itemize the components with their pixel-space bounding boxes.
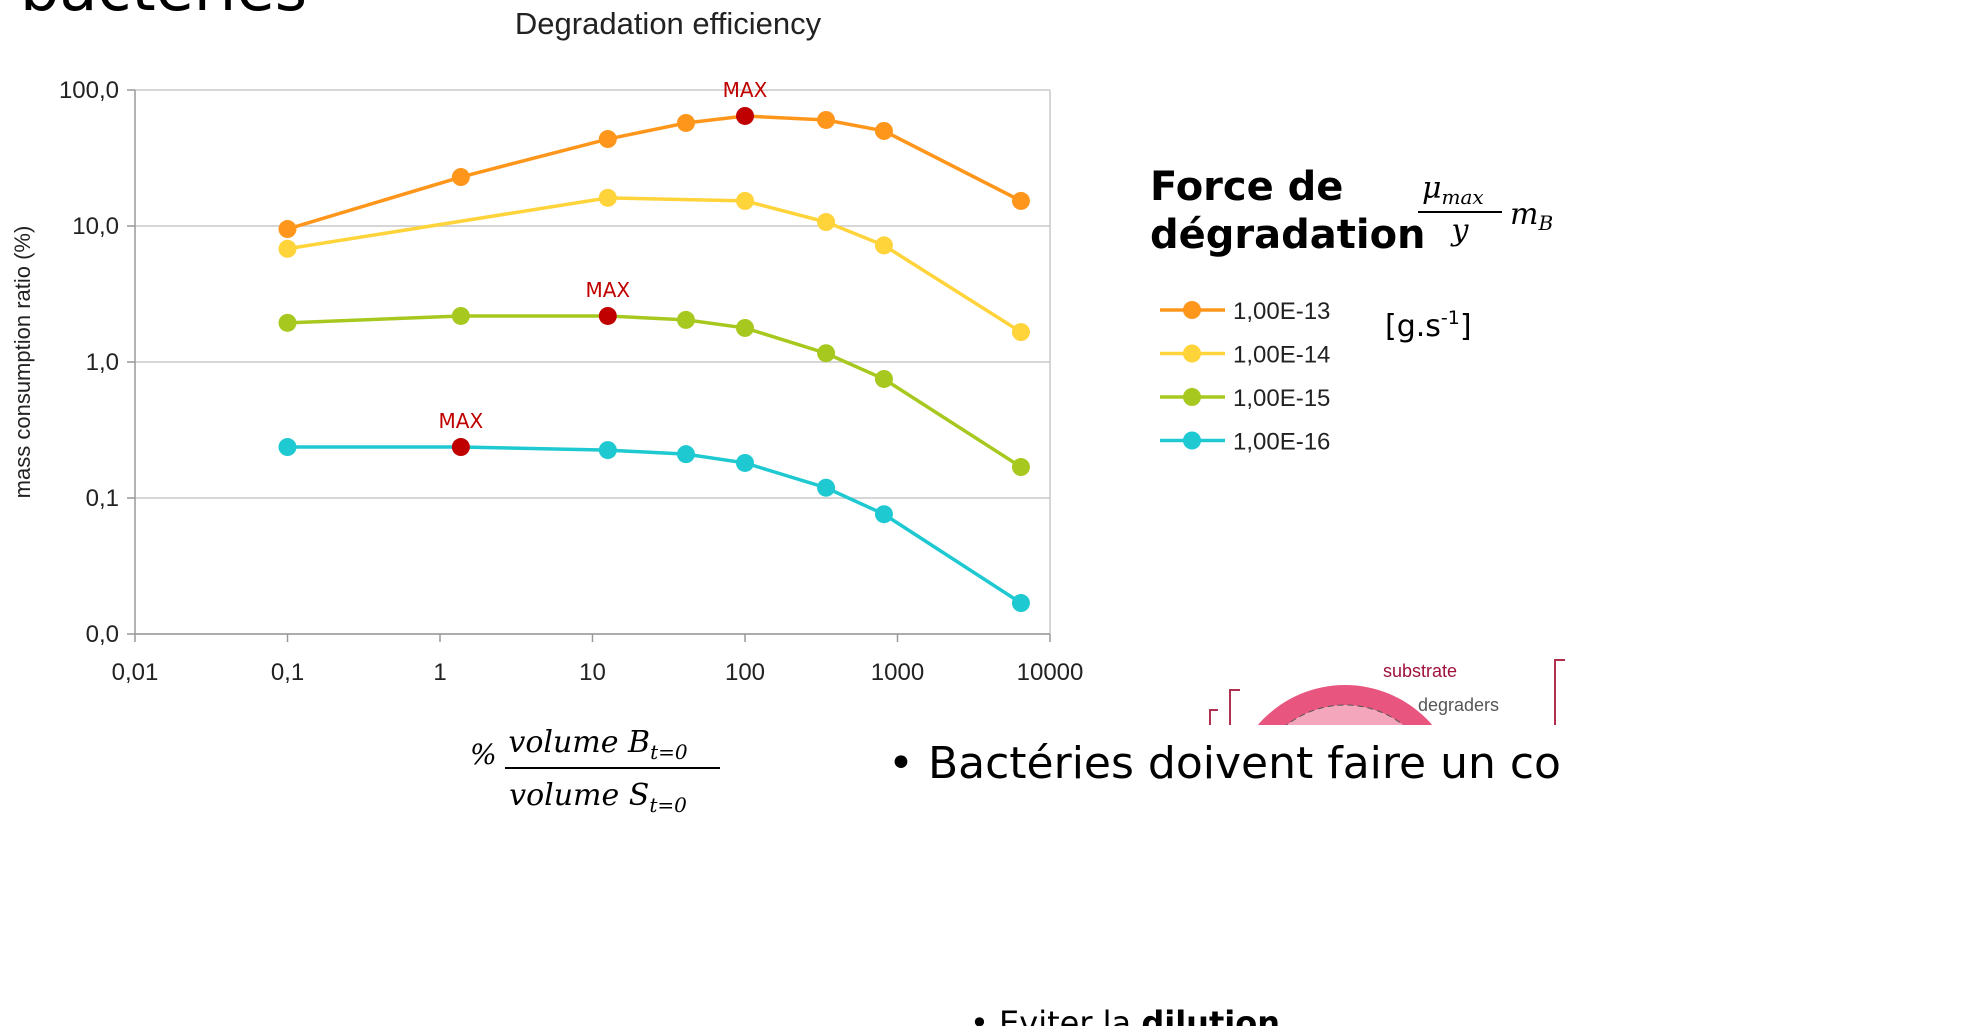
annotation: MAX <box>585 278 630 302</box>
annotation: MAX <box>439 409 484 433</box>
bullet-text: dilution <box>1141 1004 1280 1026</box>
data-point <box>736 191 754 210</box>
data-point <box>451 306 470 325</box>
legend-label: 1,00E-13 <box>1233 298 1330 325</box>
y-tick-label: 10,0 <box>72 213 119 240</box>
data-point <box>1011 458 1030 477</box>
x-tick-label: 100 <box>725 659 765 686</box>
data-point <box>1011 323 1030 342</box>
series-line <box>287 445 1022 605</box>
diagram-label: degraders <box>1418 695 1499 715</box>
bullet-text: Bactéries doivent faire un co <box>928 738 1561 789</box>
x-tick-label: 10000 <box>1017 659 1084 686</box>
x-tick-label: 0,01 <box>112 659 159 686</box>
diagram-bracket <box>1209 659 1565 730</box>
legend-marker <box>1183 431 1201 450</box>
data-point <box>598 188 617 207</box>
annotation: MAX <box>723 78 768 102</box>
legend-marker <box>1183 388 1201 406</box>
data-point <box>874 505 893 524</box>
formula-text: mB <box>1510 197 1553 235</box>
x-tick-label: 10 <box>579 659 606 686</box>
y-tick-label: 100,0 <box>59 77 119 104</box>
data-point <box>598 306 617 325</box>
x-label-text: volume St=0 <box>509 778 687 817</box>
x-label-text: t=0 <box>650 740 688 764</box>
plot: 0,0 0,1 1,0 10,0 100,0 0,01 0,1 1 10 100 1000 10000… <box>59 77 1330 686</box>
x-label-text: volume B <box>508 725 650 760</box>
formula-text: μ <box>1422 171 1442 206</box>
legend-label: 1,00E-15 <box>1233 385 1330 412</box>
data-point <box>598 130 617 149</box>
x-label-text: volume S <box>509 778 649 813</box>
data-point <box>278 313 297 332</box>
data-point <box>1011 191 1030 210</box>
legend-label: 1,00E-14 <box>1233 342 1330 369</box>
y-tick-label: 0,1 <box>86 485 119 512</box>
formula-text: m <box>1510 197 1538 232</box>
data-point <box>817 344 836 363</box>
data-point <box>736 453 754 472</box>
formula-text: B <box>1537 211 1553 235</box>
data-point <box>676 445 695 464</box>
bullet: • Eviter la dilution <box>970 1004 1280 1026</box>
y-axis-label: mass consumption ratio (%) <box>10 226 35 499</box>
data-point <box>598 441 617 460</box>
x-tick-label: 1000 <box>871 659 924 686</box>
slide-heading: bactéries <box>20 0 307 25</box>
data-point <box>817 478 836 497</box>
x-label-text: t=0 <box>649 793 687 817</box>
series-line <box>287 314 1022 469</box>
bullet-text: Eviter la <box>999 1004 1141 1026</box>
series-line <box>287 196 1022 334</box>
legend-marker <box>1183 344 1201 363</box>
bullet: • Bactéries doivent faire un co <box>888 738 1561 789</box>
x-tick-label: 0,1 <box>271 659 304 686</box>
data-point <box>451 438 470 457</box>
data-point <box>874 121 893 140</box>
unit: [g.s <box>1385 309 1441 344</box>
data-point <box>451 168 470 187</box>
unit: [g.s-1] <box>1385 307 1472 344</box>
formula-text: μmax <box>1422 171 1484 209</box>
y-tick-label: 1,0 <box>86 349 119 376</box>
diagram-label: substrate <box>1383 661 1457 681</box>
data-point <box>736 318 754 337</box>
data-point <box>874 369 893 388</box>
legend-title: dégradation <box>1150 212 1426 258</box>
data-point <box>676 310 695 329</box>
formula: μmax y mB <box>1418 171 1553 248</box>
x-label-text: % <box>470 738 497 771</box>
legend-label: 1,00E-16 <box>1233 429 1330 456</box>
data-point <box>278 438 297 457</box>
chart-title: Degradation efficiency <box>515 6 822 41</box>
data-point <box>736 106 754 125</box>
legend-marker <box>1183 301 1201 319</box>
legend-title: Force de <box>1150 164 1343 210</box>
data-point <box>278 220 297 239</box>
formula-text: y <box>1450 213 1470 248</box>
unit: -1 <box>1441 307 1460 329</box>
data-point <box>817 213 836 232</box>
data-point <box>278 239 297 258</box>
y-tick-label: 0,0 <box>86 621 119 648</box>
x-axis-label: % volume Bt=0 volume St=0 <box>470 725 720 817</box>
data-point <box>874 236 893 255</box>
x-tick-label: 1 <box>433 659 446 686</box>
text-box <box>873 725 1967 1026</box>
series-line <box>286 114 1022 231</box>
data-point <box>817 110 836 129</box>
unit: ] <box>1460 309 1472 344</box>
data-point <box>676 113 695 132</box>
x-label-text: volume Bt=0 <box>508 725 688 764</box>
data-point <box>1011 594 1030 613</box>
formula-text: max <box>1442 185 1484 209</box>
